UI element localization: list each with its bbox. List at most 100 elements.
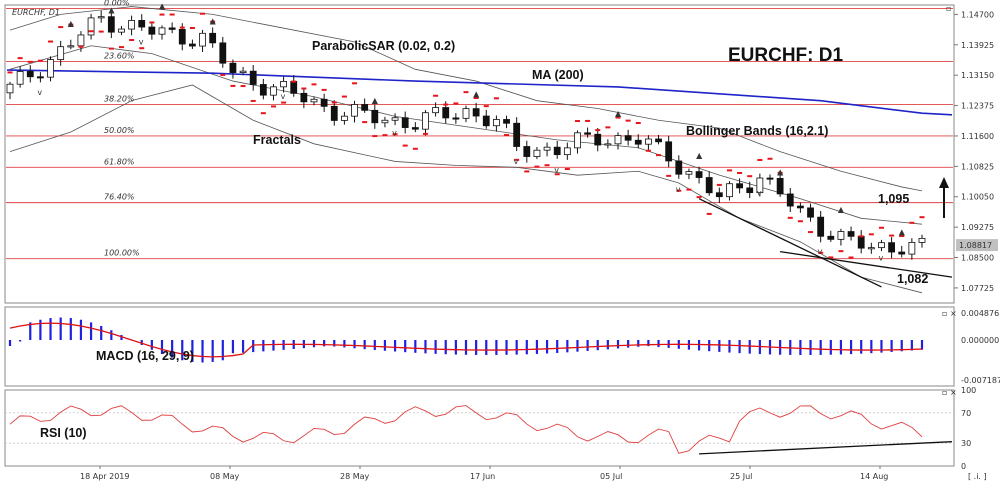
candle-down: [847, 231, 855, 237]
candle-down: [675, 160, 683, 175]
fractals-label: Fractals: [253, 133, 301, 147]
fractal-up-arrow: ▲: [68, 19, 75, 28]
psar-dot: [483, 105, 489, 108]
fib-label: 38.20%: [104, 95, 135, 104]
psar-dot: [635, 122, 641, 125]
price-tick-label: 1.13150: [961, 71, 994, 80]
candle-down: [219, 42, 227, 64]
candle-down: [553, 146, 561, 156]
macd-axis-label: -0.007187: [961, 376, 1000, 385]
bollinger-middle: [9, 45, 923, 225]
psar-dot: [129, 39, 135, 42]
candle-down: [330, 105, 338, 121]
instrument-title: EURCHF, D1: [12, 8, 60, 17]
psar-dot: [48, 40, 54, 43]
psar-dot: [777, 171, 783, 174]
candle-down: [776, 177, 784, 195]
fractal-down-arrow: v: [281, 92, 286, 101]
corner-button[interactable]: [ .i. ]: [968, 472, 987, 481]
level-down-label: 1,082: [897, 272, 928, 286]
psar-dot: [7, 71, 13, 74]
candle-up: [87, 17, 95, 36]
candle-down: [442, 107, 450, 119]
bollinger-label: Bollinger Bands (16,2.1): [686, 124, 828, 138]
psar-dot: [301, 87, 307, 90]
candle-down: [817, 216, 825, 237]
psar-dot: [118, 46, 124, 49]
date-label: 25 Jul: [730, 472, 752, 481]
psar-dot: [341, 95, 347, 98]
psar-dot: [402, 144, 408, 147]
candle-down: [401, 117, 409, 128]
candle-up: [533, 149, 541, 157]
psar-dot: [919, 216, 925, 219]
psar-dot: [58, 26, 64, 29]
candle-down: [482, 115, 490, 127]
fractal-down-arrow: v: [514, 157, 519, 166]
candle-up: [67, 45, 75, 48]
candle-up: [280, 80, 288, 88]
candle-up: [726, 183, 733, 198]
psar-dot: [159, 13, 165, 16]
candle-up: [432, 107, 440, 114]
price-tick-label: 1.14700: [961, 10, 994, 19]
candle-down: [898, 251, 906, 255]
date-label: 18 Apr 2019: [80, 472, 129, 481]
fib-label: 61.80%: [104, 157, 135, 166]
rsi-panel-close-icon[interactable]: ▫ ×: [942, 388, 957, 397]
current-price-tag: [956, 239, 998, 252]
psar-dot: [37, 59, 43, 62]
psar-dot: [828, 256, 834, 259]
candle-up: [351, 104, 358, 117]
macd-panel-close-icon[interactable]: ▫ ×: [942, 309, 957, 318]
candle-down: [888, 242, 895, 253]
psar-dot: [179, 26, 185, 29]
psar-dot: [189, 27, 195, 30]
psar-dot: [453, 102, 459, 105]
candle-down: [168, 27, 176, 30]
candle-up: [918, 237, 926, 243]
candle-up: [574, 132, 581, 149]
candle-down: [695, 171, 703, 178]
psar-dot: [808, 231, 814, 234]
candle-up: [492, 119, 500, 127]
psar-dot: [230, 84, 236, 87]
candle-down: [857, 235, 865, 249]
candle-down: [827, 235, 835, 240]
date-label: 08 May: [210, 472, 240, 481]
psar-dot: [848, 256, 854, 259]
candle-down: [361, 104, 369, 111]
psar-dot: [656, 154, 662, 157]
level-up-label: 1,095: [878, 192, 909, 206]
fractal-up-arrow: ▲: [473, 89, 480, 98]
psar-dot: [149, 21, 155, 24]
psar-dot: [443, 103, 449, 106]
main-panel-close-icon[interactable]: ▫: [946, 4, 951, 13]
candle-up: [685, 171, 693, 175]
psar-dot: [767, 157, 773, 160]
date-label: 28 May: [340, 472, 370, 481]
psar-dot: [899, 235, 905, 238]
rsi-axis-label: 70: [961, 409, 971, 418]
candle-down: [715, 192, 723, 198]
psar-dot: [889, 234, 895, 237]
fractal-up-arrow: ▲: [159, 1, 166, 10]
psar-dot: [757, 158, 763, 161]
psar-dot: [878, 226, 884, 229]
rsi-line: [9, 405, 923, 454]
fractal-down-arrow: v: [818, 247, 823, 256]
candle-up: [158, 27, 166, 35]
bollinger-upper: [9, 6, 923, 192]
psar-dot: [818, 251, 824, 254]
ma-200-line: [7, 69, 953, 116]
psar-dot: [382, 134, 388, 137]
psar-dot: [868, 233, 874, 236]
candle-up: [199, 32, 206, 47]
chart-overlay-title: EURCHF: D1: [728, 45, 843, 66]
psar-dot: [27, 60, 33, 63]
psar-dot: [534, 165, 540, 168]
candle-down: [472, 108, 480, 117]
psar-dot: [585, 119, 591, 122]
psar-dot: [676, 189, 682, 192]
